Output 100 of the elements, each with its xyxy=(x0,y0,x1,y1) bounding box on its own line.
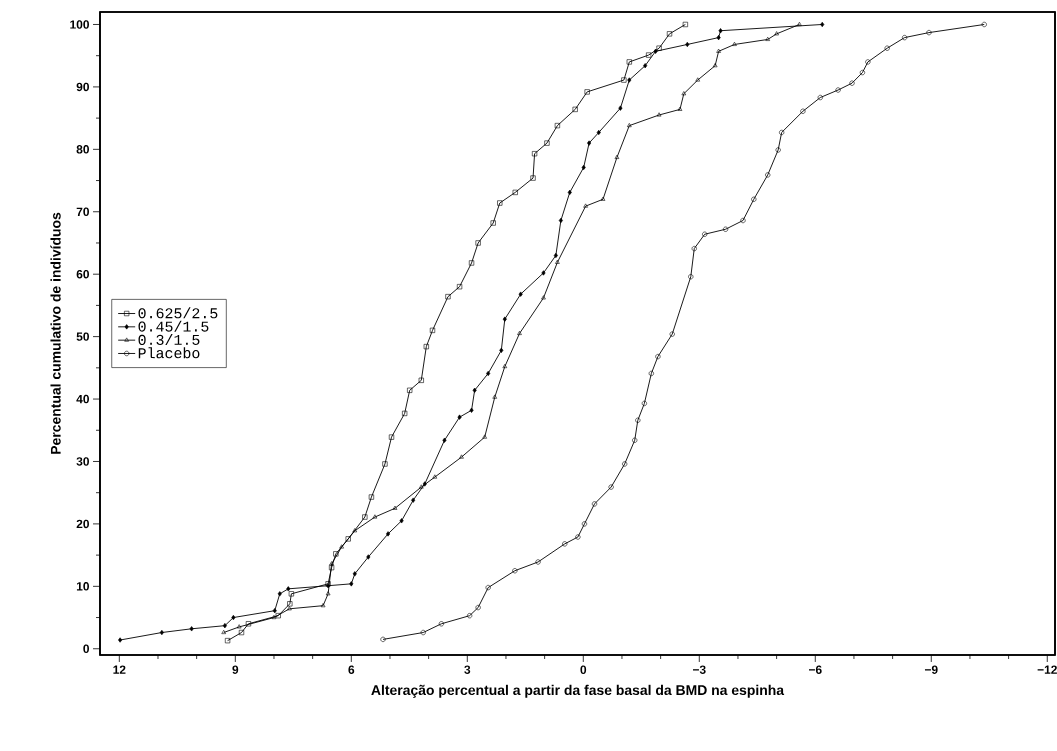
point xyxy=(820,21,825,28)
point xyxy=(467,613,473,619)
point xyxy=(349,581,354,587)
x-tick-label: 3 xyxy=(464,665,471,674)
point xyxy=(681,91,687,96)
x-tick-label: 12 xyxy=(113,665,126,674)
point xyxy=(718,28,723,34)
point xyxy=(271,614,277,619)
point xyxy=(596,129,601,136)
point xyxy=(472,387,477,393)
point xyxy=(587,140,592,146)
point xyxy=(562,541,568,547)
point xyxy=(685,41,690,48)
point xyxy=(554,123,560,129)
point xyxy=(621,77,627,83)
point xyxy=(382,461,388,467)
point xyxy=(366,554,371,560)
point xyxy=(655,354,661,360)
point xyxy=(407,387,413,393)
point xyxy=(740,217,746,224)
point xyxy=(627,123,632,128)
point xyxy=(222,623,227,629)
point xyxy=(286,586,291,592)
y-tick-label: 10 xyxy=(76,582,89,591)
point xyxy=(541,270,546,276)
point xyxy=(502,363,508,369)
point xyxy=(648,370,654,377)
point xyxy=(492,394,498,399)
legend-label: 0.3/1.5 xyxy=(138,333,200,345)
point xyxy=(224,638,231,644)
point xyxy=(618,105,623,111)
point xyxy=(333,551,339,557)
point xyxy=(765,172,771,178)
point xyxy=(751,196,757,202)
point xyxy=(530,175,536,181)
y-axis-title: Percentual cumulativo de indivíduos xyxy=(50,212,61,454)
point xyxy=(429,327,436,333)
point xyxy=(497,200,503,206)
point xyxy=(626,59,632,65)
point xyxy=(402,410,408,416)
point xyxy=(535,559,541,565)
point xyxy=(583,203,588,208)
point xyxy=(442,437,447,443)
point xyxy=(418,377,424,383)
y-tick-label: 70 xyxy=(76,207,89,216)
point xyxy=(627,77,632,83)
point xyxy=(502,316,507,322)
y-tick-label: 30 xyxy=(76,457,89,466)
point xyxy=(118,637,123,643)
point xyxy=(716,35,721,41)
y-tick-label: 60 xyxy=(76,269,89,279)
point xyxy=(456,284,463,290)
point xyxy=(288,591,294,597)
point xyxy=(238,629,245,636)
point xyxy=(800,108,806,114)
point xyxy=(352,528,358,533)
point xyxy=(485,584,491,591)
point xyxy=(275,613,281,619)
point xyxy=(656,45,662,51)
point xyxy=(486,370,491,377)
point xyxy=(420,629,426,636)
point xyxy=(372,514,378,519)
x-tick-label: 6 xyxy=(348,665,355,674)
point xyxy=(329,561,334,566)
point xyxy=(688,274,694,280)
point xyxy=(849,80,855,86)
point xyxy=(245,621,252,627)
x-tick-label: −3 xyxy=(692,665,706,674)
point xyxy=(581,521,588,527)
point xyxy=(567,189,572,195)
point xyxy=(779,129,785,136)
x-tick-label: 9 xyxy=(232,665,239,674)
x-tick-label: −9 xyxy=(924,665,938,674)
point xyxy=(438,621,444,627)
point xyxy=(712,63,718,68)
point xyxy=(277,591,282,597)
point xyxy=(468,260,475,266)
point xyxy=(423,344,429,350)
point xyxy=(865,59,871,65)
point xyxy=(669,331,675,337)
point xyxy=(386,531,391,537)
point xyxy=(622,461,628,467)
point xyxy=(475,240,481,246)
legend-label: 0.625/2.5 xyxy=(138,307,218,319)
point xyxy=(558,217,563,224)
point xyxy=(553,252,558,259)
x-tick-label: 0 xyxy=(580,665,587,674)
point xyxy=(555,259,560,264)
point xyxy=(682,21,688,28)
point xyxy=(399,518,404,524)
point xyxy=(614,154,620,159)
point xyxy=(544,140,550,146)
point xyxy=(518,291,523,297)
legend-label: Placebo xyxy=(138,347,200,359)
point xyxy=(320,603,326,608)
point xyxy=(512,568,518,574)
point xyxy=(499,347,504,353)
point xyxy=(362,514,368,520)
point xyxy=(732,41,737,46)
point xyxy=(189,626,194,632)
